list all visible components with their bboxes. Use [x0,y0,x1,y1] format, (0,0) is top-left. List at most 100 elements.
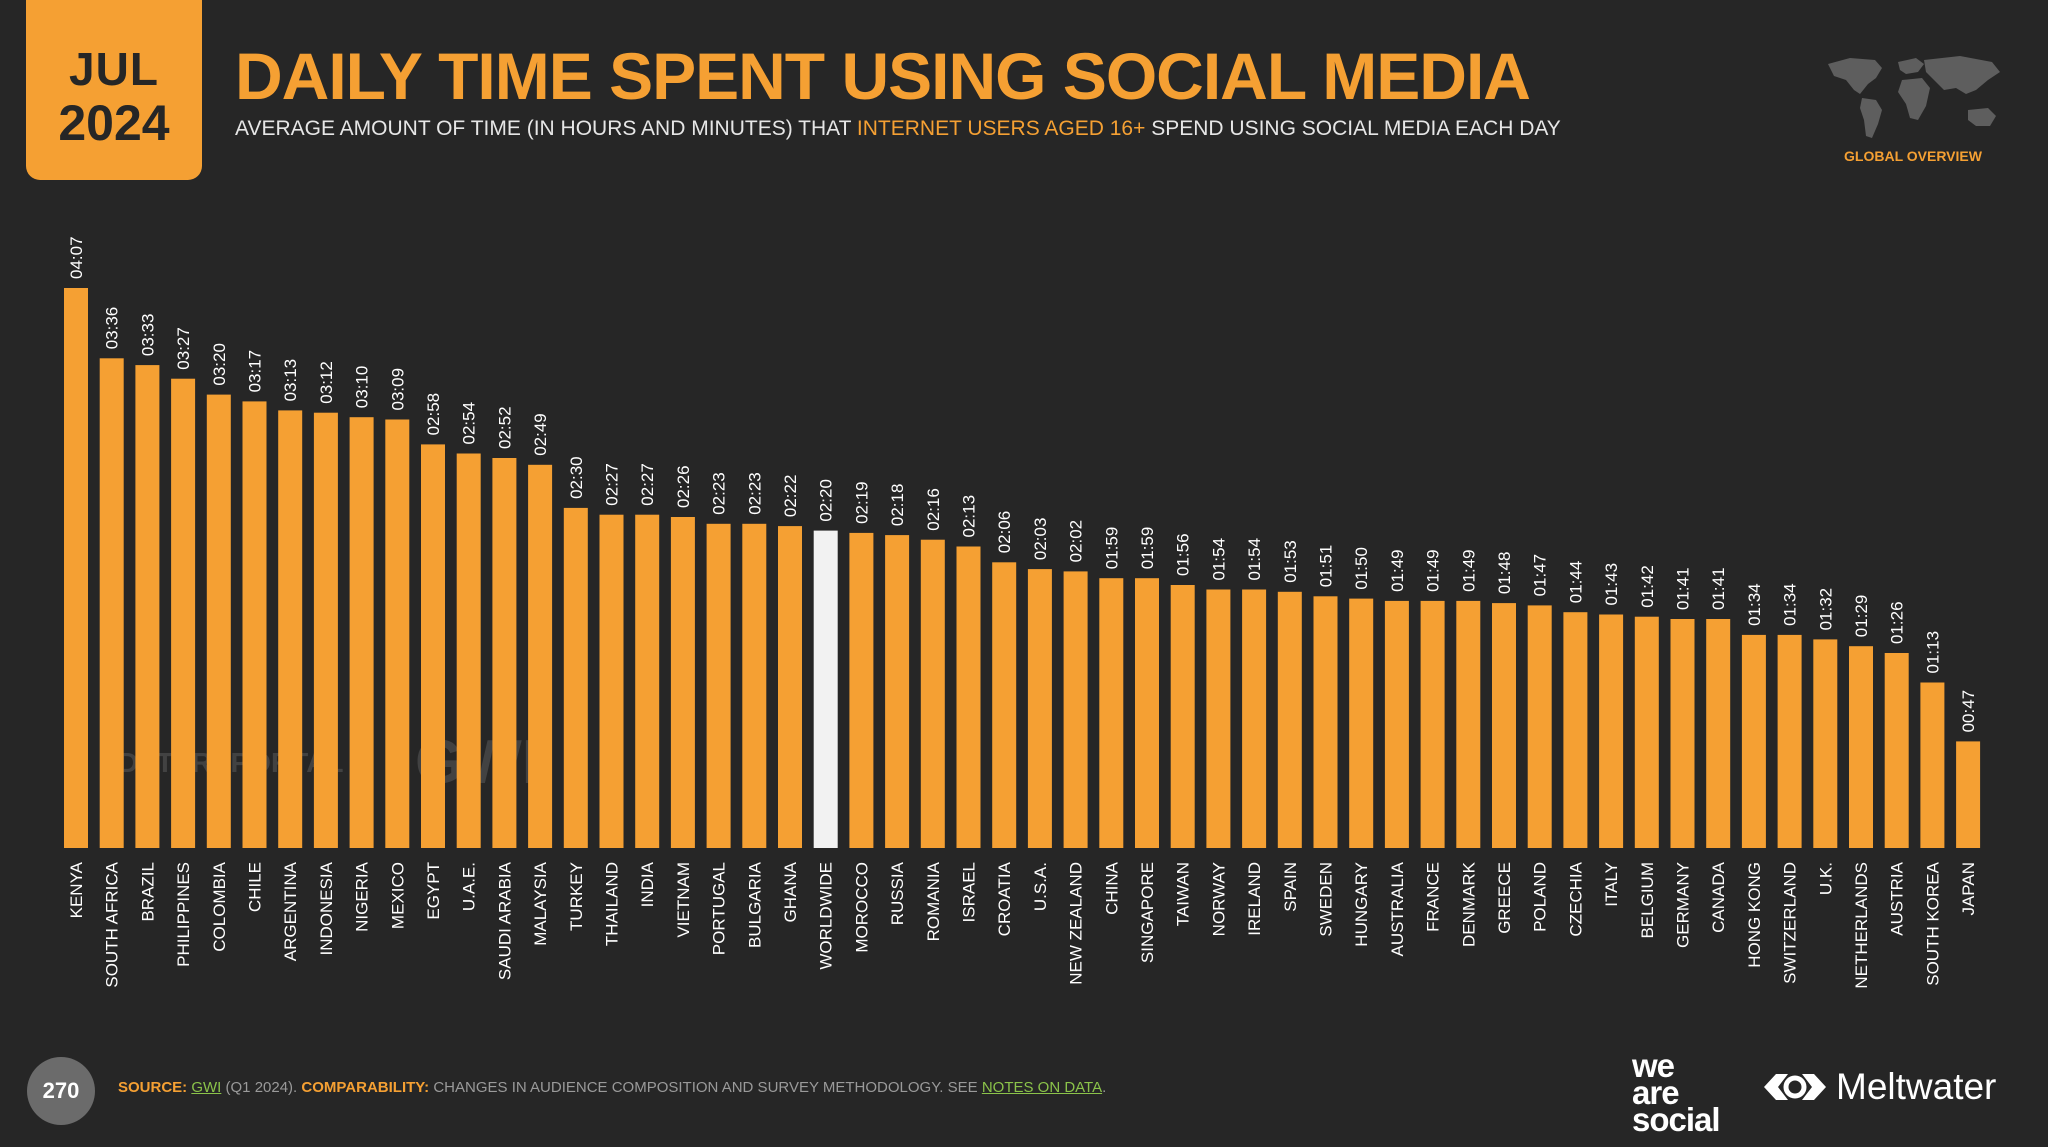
bar [1492,603,1516,848]
bar [885,535,910,848]
bar-value-label: 01:49 [1459,549,1478,592]
bar-value-label: 01:13 [1923,631,1942,674]
category-label: MOROCCO [852,862,871,953]
bar [1099,578,1124,848]
bar [528,464,553,848]
bar [135,365,160,848]
category-label: CZECHIA [1566,861,1585,936]
bar [421,444,445,848]
category-label: INDIA [638,861,657,907]
bar [1777,634,1802,848]
source-label: SOURCE: [118,1079,188,1096]
badge-year: 2024 [58,95,170,151]
category-label: SOUTH AFRICA [103,861,122,987]
subtitle-post: SPEND USING SOCIAL MEDIA EACH DAY [1151,117,1561,140]
world-map-icon [1828,56,2000,138]
bar [599,514,624,848]
category-label: PHILIPPINES [174,862,193,967]
bar-value-label: 03:33 [138,314,157,357]
source-footer: SOURCE: GWI (Q1 2024). COMPARABILITY: CH… [118,1079,1106,1096]
bar-value-label: 01:29 [1852,595,1871,638]
category-label: WORLDWIDE [817,862,836,970]
category-label: ROMANIA [924,861,943,941]
bar [706,523,731,848]
category-label: SPAIN [1281,862,1300,912]
notes-on-data-link[interactable]: NOTES ON DATA [981,1079,1103,1096]
bar [99,358,124,848]
category-label: NIGERIA [353,861,372,932]
bar-value-label: 03:27 [174,327,193,370]
category-label: NETHERLANDS [1852,862,1871,989]
bar [278,410,303,848]
category-label: U.S.A. [1031,862,1050,911]
bar [1170,585,1195,848]
category-label: VIETNAM [674,862,693,938]
bar [920,539,945,848]
bar-value-label: 02:26 [674,465,693,508]
notes-end: . [1102,1079,1107,1096]
bar-value-label: 03:13 [281,359,300,402]
category-label: DENMARK [1459,861,1478,947]
bar-value-label: 01:54 [1209,538,1228,581]
category-label: SAUDI ARABIA [495,861,514,980]
category-label: JAPAN [1959,862,1978,916]
category-label: COLOMBIA [210,861,229,951]
bar-value-label: 01:53 [1281,540,1300,583]
bar-value-label: 01:41 [1674,567,1693,610]
bar-value-label: 01:56 [1174,533,1193,576]
bar [992,562,1017,848]
category-label: MALAYSIA [531,861,550,945]
bar-value-label: 02:58 [424,393,443,436]
bar-value-label: 01:59 [1138,527,1157,570]
bar [206,394,231,848]
bar-value-label: 02:30 [567,456,586,499]
category-label: PORTUGAL [710,862,729,955]
bar [1634,616,1659,848]
bar [1456,600,1481,848]
category-label: CROATIA [995,861,1014,936]
bar-value-label: 02:03 [1031,518,1050,561]
bar-value-label: 01:41 [1709,567,1728,610]
category-label: ISRAEL [960,862,979,922]
bar [1956,741,1981,848]
we-are-social-line: social [1632,1101,1721,1138]
bar-value-label: 01:47 [1531,554,1550,597]
bar-value-label: 02:27 [638,463,657,506]
bar [1741,634,1766,848]
category-label: INDONESIA [317,861,336,955]
bar [64,288,88,848]
category-label: ITALY [1602,862,1621,907]
bar [1206,589,1231,848]
meltwater-wordmark: Meltwater [1836,1066,1997,1107]
bar-value-label: 04:07 [67,236,86,279]
bar-value-label: 03:12 [317,361,336,404]
comparability-text: CHANGES IN AUDIENCE COMPOSITION AND SURV… [433,1079,978,1096]
bar [1313,596,1338,848]
category-label: IRELAND [1245,862,1264,936]
category-label: BULGARIA [745,861,764,948]
category-label: BRAZIL [138,862,157,922]
meltwater-logo-icon [1764,1074,1826,1100]
category-label: HONG KONG [1745,862,1764,968]
category-label: SOUTH KOREA [1923,861,1942,985]
bar [1670,619,1695,848]
bar [1527,605,1552,848]
category-label: CHINA [1102,861,1121,915]
bar-value-label: 01:34 [1781,583,1800,626]
category-label: GERMANY [1674,862,1693,948]
bar [813,530,838,848]
bar-value-label: 01:48 [1495,552,1514,595]
subtitle-highlight: INTERNET USERS AGED 16+ [856,117,1146,140]
category-label: RUSSIA [888,861,907,925]
we-are-social-logo: we are social [1632,1049,1721,1138]
source-link[interactable]: GWI [191,1079,222,1096]
bar-value-label: 00:47 [1959,690,1978,733]
bar-value-label: 02:19 [852,481,871,524]
bar [635,514,660,848]
bar [778,526,802,848]
page-title: DAILY TIME SPENT USING SOCIAL MEDIA [235,39,1531,113]
category-label: GREECE [1495,862,1514,934]
bar-value-label: 01:50 [1352,547,1371,590]
category-label: U.A.E. [460,862,479,911]
